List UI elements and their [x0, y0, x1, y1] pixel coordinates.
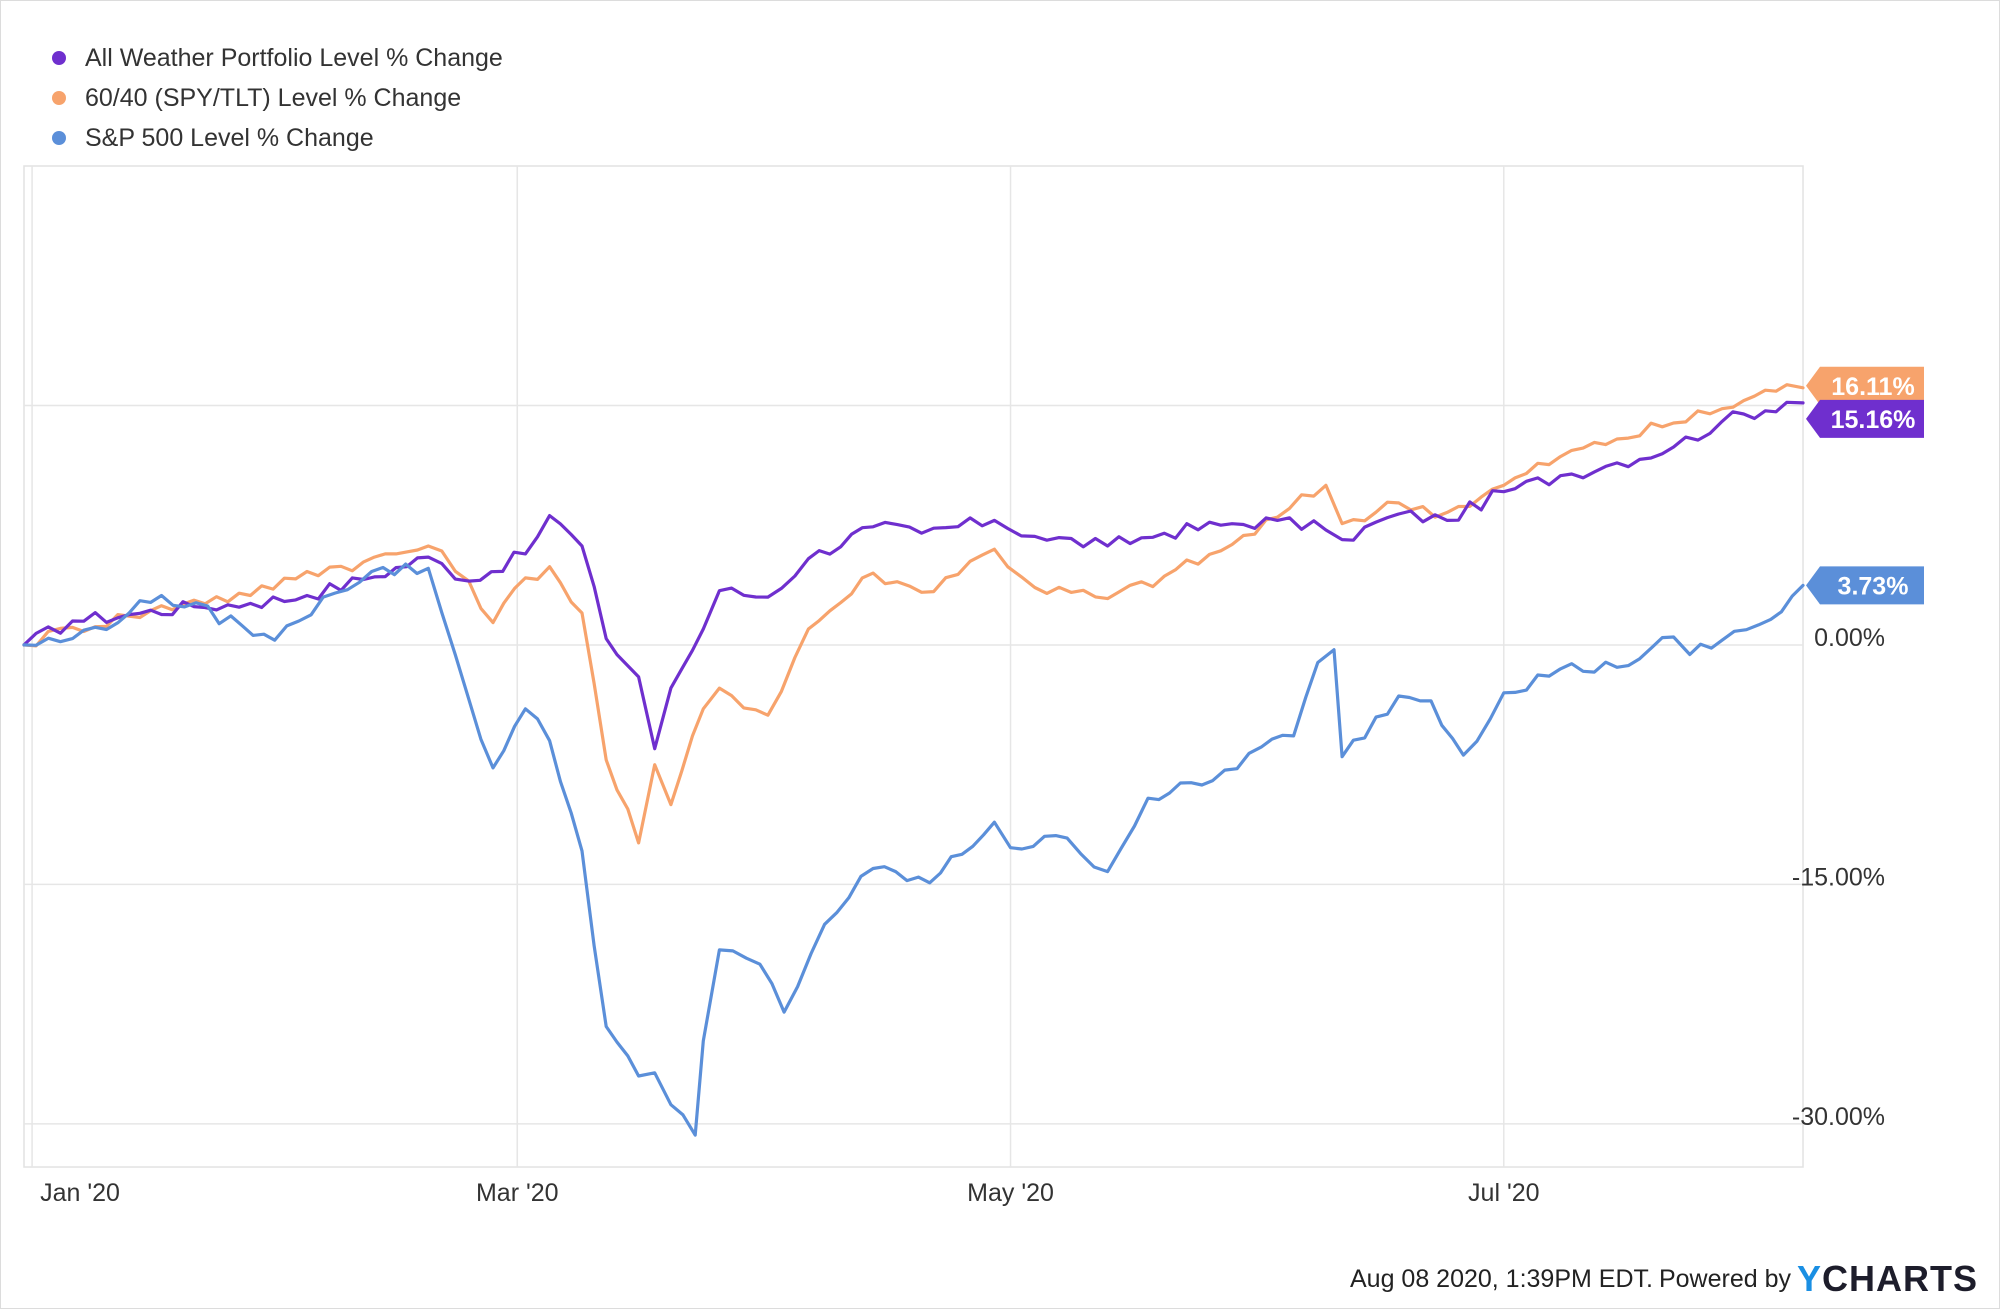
legend-item-60-40[interactable]: 60/40 (SPY/TLT) Level % Change — [50, 78, 503, 118]
end-label-bg-sp500 — [1806, 566, 1924, 605]
legend: All Weather Portfolio Level % Change 60/… — [50, 38, 503, 158]
legend-dot-60-40 — [52, 91, 66, 105]
legend-item-all-weather[interactable]: All Weather Portfolio Level % Change — [50, 38, 503, 78]
footer-powered-by: Powered by — [1658, 1265, 1791, 1293]
y-tick-label-0: 0.00% — [1814, 624, 1885, 652]
footer: Aug 08 2020, 1:39PM EDT. Powered by YCHA… — [1349, 1261, 1978, 1297]
end-label-bg-60-40 — [1806, 366, 1924, 405]
x-tick-label-0: Jan '20 — [40, 1179, 120, 1207]
legend-dot-all-weather — [52, 51, 66, 65]
ycharts-logo-text: CHARTS — [1822, 1258, 1978, 1299]
ycharts-logo-y: Y — [1796, 1258, 1822, 1299]
series-line-sp500 — [22, 562, 1805, 1137]
end-label-bg-all-weather — [1806, 399, 1924, 438]
x-tick-label-1: Mar '20 — [476, 1179, 559, 1207]
series-line-all-weather — [22, 400, 1805, 751]
x-tick-label-3: Jul '20 — [1468, 1179, 1539, 1207]
y-tick-label-2: -30.00% — [1792, 1103, 1885, 1131]
footer-timestamp: Aug 08 2020, 1:39PM EDT. — [1349, 1265, 1653, 1293]
legend-label-60-40: 60/40 (SPY/TLT) Level % Change — [85, 83, 462, 112]
end-label-all-weather: 15.16% — [1831, 406, 1916, 434]
legend-dot-sp500 — [52, 131, 66, 145]
legend-item-sp500[interactable]: S&P 500 Level % Change — [50, 118, 503, 158]
ycharts-logo[interactable]: YCHARTS — [1797, 1261, 1978, 1297]
y-tick-label-1: -15.00% — [1792, 863, 1885, 891]
series-line-60-40 — [22, 383, 1805, 845]
x-tick-label-2: May '20 — [967, 1179, 1054, 1207]
end-label-sp500: 3.73% — [1838, 572, 1909, 600]
end-label-60-40: 16.11% — [1831, 373, 1914, 401]
plot-area — [23, 165, 1804, 1168]
legend-label-sp500: S&P 500 Level % Change — [85, 123, 374, 152]
legend-label-all-weather: All Weather Portfolio Level % Change — [85, 43, 503, 72]
